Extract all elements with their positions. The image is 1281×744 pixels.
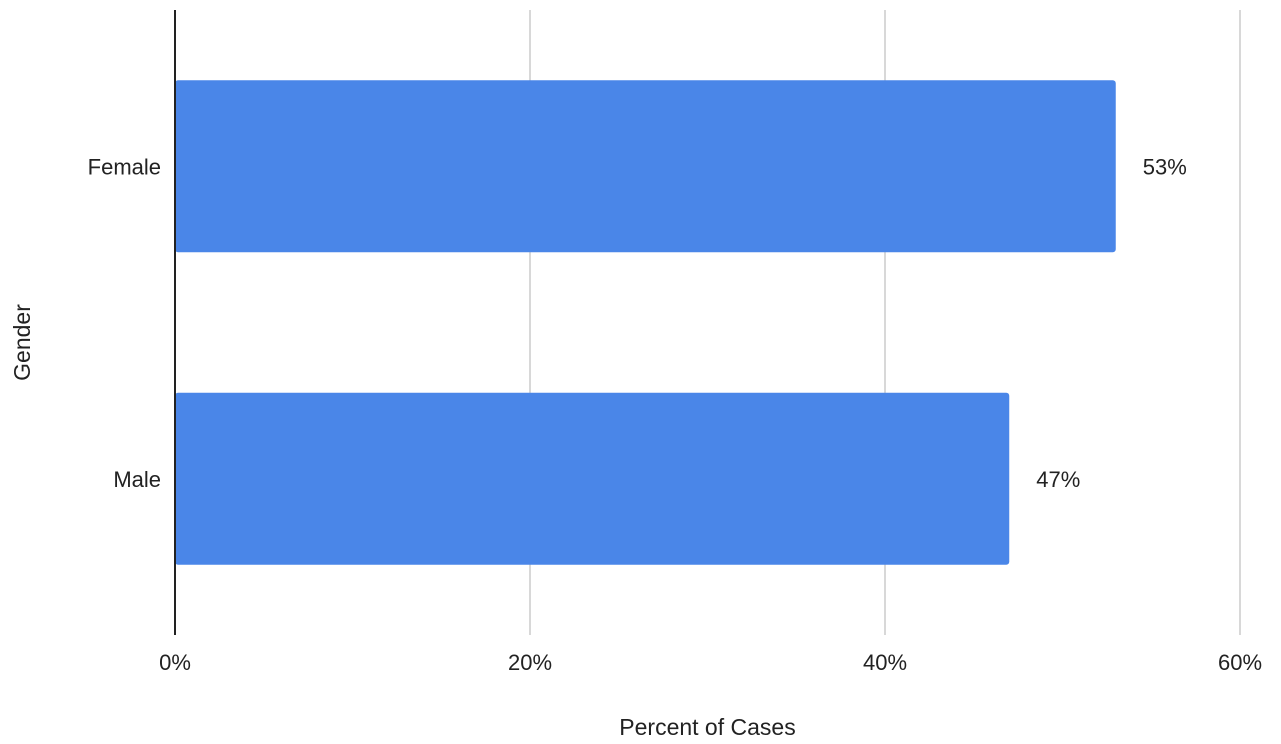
y-axis-title: Gender (9, 304, 35, 381)
data-label: 47% (1036, 467, 1080, 492)
x-tick-label: 20% (508, 650, 552, 675)
bar-female (175, 80, 1116, 253)
y-category-label: Female (88, 154, 161, 179)
bar-male (175, 392, 1010, 565)
data-label: 53% (1143, 154, 1187, 179)
labels: 0% 20% 40% 60% Female 53% Male 47% (88, 154, 1262, 675)
y-category-label: Male (113, 467, 161, 492)
x-tick-label: 0% (159, 650, 191, 675)
x-tick-label: 40% (863, 650, 907, 675)
x-axis-title: Percent of Cases (619, 714, 795, 740)
bars (175, 80, 1116, 565)
x-tick-label: 60% (1218, 650, 1262, 675)
